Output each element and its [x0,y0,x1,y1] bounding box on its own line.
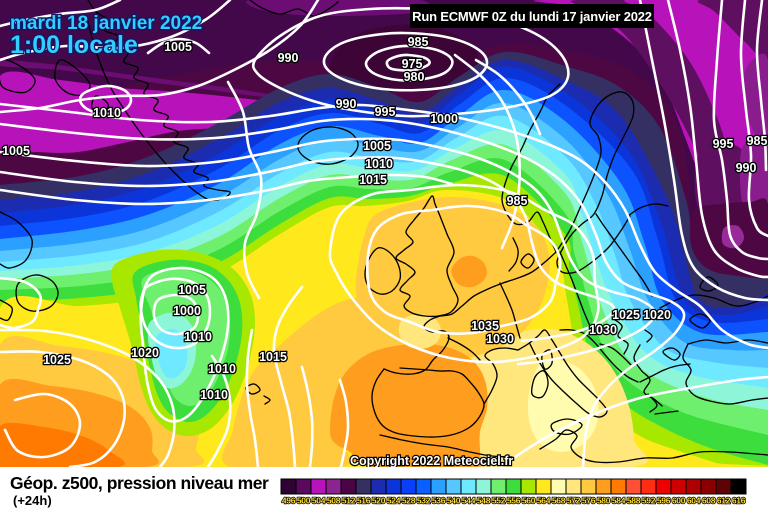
svg-text:568: 568 [552,496,566,506]
svg-text:500: 500 [297,496,311,506]
svg-text:Copyright 2022 Meteociel.fr: Copyright 2022 Meteociel.fr [350,454,513,468]
svg-text:524: 524 [387,496,401,506]
svg-text:1030: 1030 [589,323,617,337]
svg-text:(+24h): (+24h) [13,493,52,508]
svg-text:1030: 1030 [486,332,514,346]
svg-text:1025: 1025 [612,308,640,322]
svg-text:1000: 1000 [173,304,201,318]
svg-text:512: 512 [342,496,356,506]
svg-text:995: 995 [713,137,734,151]
svg-text:1010: 1010 [365,157,393,171]
svg-text:1015: 1015 [359,173,387,187]
svg-text:Géop. z500, pression niveau me: Géop. z500, pression niveau mer [10,473,269,493]
svg-text:584: 584 [612,496,626,506]
svg-text:1005: 1005 [2,144,30,158]
svg-text:564: 564 [537,496,551,506]
svg-text:604: 604 [687,496,701,506]
svg-text:980: 980 [404,70,425,84]
svg-text:mardi 18 janvier 2022: mardi 18 janvier 2022 [10,13,202,34]
svg-text:592: 592 [642,496,656,506]
svg-text:1010: 1010 [200,388,228,402]
svg-text:548: 548 [477,496,491,506]
svg-text:1010: 1010 [184,330,212,344]
svg-text:990: 990 [736,161,757,175]
svg-text:995: 995 [375,105,396,119]
svg-text:1005: 1005 [363,139,391,153]
svg-text:1015: 1015 [259,350,287,364]
svg-text:1020: 1020 [643,308,671,322]
svg-text:496: 496 [282,496,296,506]
svg-text:516: 516 [357,496,371,506]
svg-text:596: 596 [657,496,671,506]
svg-text:556: 556 [507,496,521,506]
svg-text:985: 985 [408,35,429,49]
svg-text:520: 520 [372,496,386,506]
svg-text:560: 560 [522,496,536,506]
svg-text:608: 608 [702,496,716,506]
svg-text:1010: 1010 [93,106,121,120]
svg-text:552: 552 [492,496,506,506]
svg-text:600: 600 [672,496,686,506]
svg-text:544: 544 [462,496,476,506]
svg-text:612: 612 [717,496,731,506]
svg-text:1005: 1005 [178,283,206,297]
svg-text:990: 990 [336,97,357,111]
svg-text:588: 588 [627,496,641,506]
svg-text:1000: 1000 [430,112,458,126]
svg-text:1010: 1010 [208,362,236,376]
svg-text:572: 572 [567,496,581,506]
svg-text:616: 616 [732,496,746,506]
svg-text:990: 990 [278,51,299,65]
svg-text:580: 580 [597,496,611,506]
svg-text:1025: 1025 [43,353,71,367]
svg-text:1020: 1020 [131,346,159,360]
svg-text:540: 540 [447,496,461,506]
svg-text:508: 508 [327,496,341,506]
svg-text:1005: 1005 [164,40,192,54]
svg-text:985: 985 [747,134,768,148]
svg-text:536: 536 [432,496,446,506]
svg-text:504: 504 [312,496,326,506]
svg-text:1035: 1035 [471,319,499,333]
svg-text:Run ECMWF 0Z du lundi 17 janvi: Run ECMWF 0Z du lundi 17 janvier 2022 [412,9,652,24]
svg-text:532: 532 [417,496,431,506]
svg-text:528: 528 [402,496,416,506]
svg-text:985: 985 [507,194,528,208]
svg-text:576: 576 [582,496,596,506]
svg-text:975: 975 [402,57,423,71]
svg-text:1:00 locale: 1:00 locale [10,31,138,59]
